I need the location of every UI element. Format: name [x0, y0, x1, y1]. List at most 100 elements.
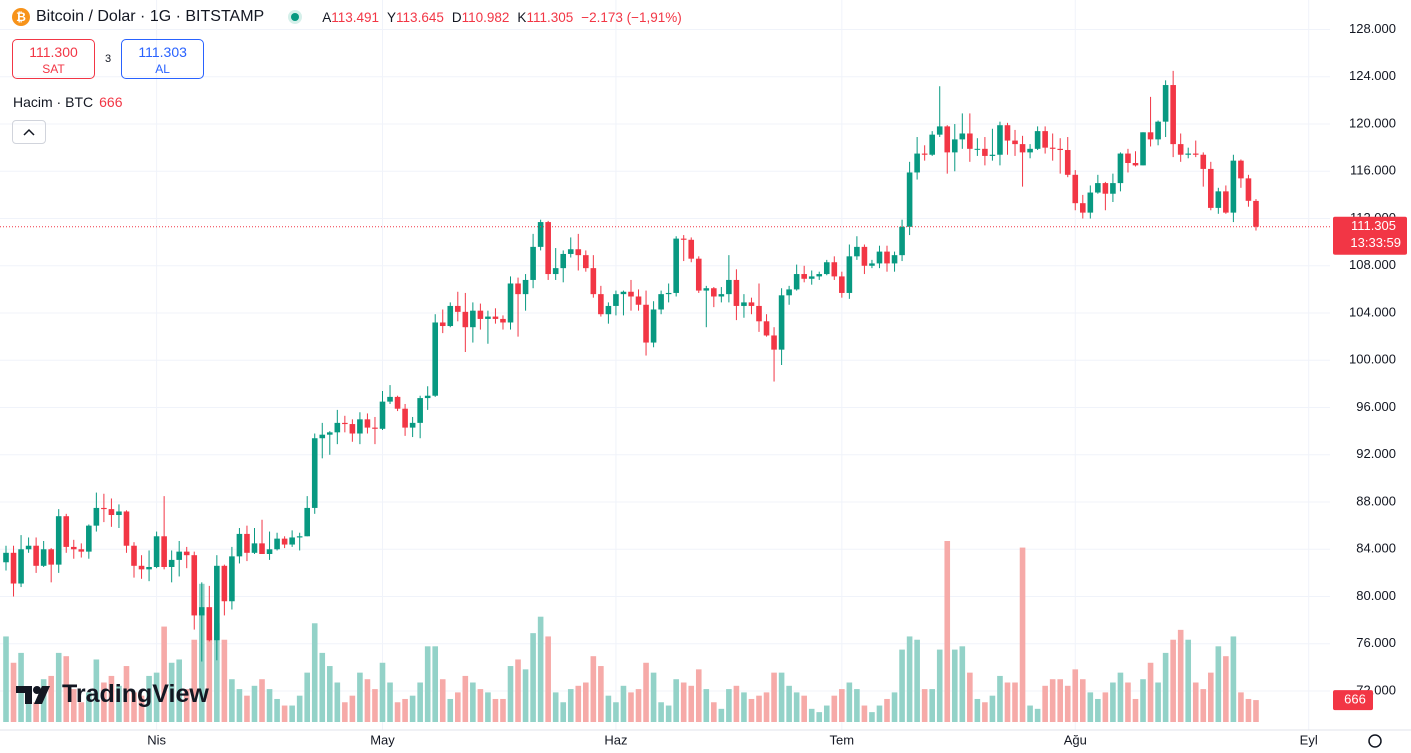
volume-bar	[10, 662, 17, 722]
ohlc-item: A113.491	[322, 10, 379, 25]
candle-body	[854, 246, 860, 257]
volume-bar	[86, 692, 92, 722]
candle-body	[1208, 168, 1214, 208]
candle-body	[153, 536, 160, 567]
volume-label-box	[1333, 690, 1373, 711]
candle-body	[816, 274, 823, 277]
candle-body	[364, 419, 371, 428]
volume-bar	[763, 692, 770, 722]
volume-bar	[974, 698, 981, 722]
volume-bar	[319, 652, 326, 722]
candle-body	[319, 434, 326, 439]
volume-bar	[914, 639, 920, 722]
candle-body	[447, 305, 454, 327]
candle-body	[695, 258, 702, 291]
collapse-button[interactable]	[12, 120, 46, 144]
volume-bar	[439, 679, 446, 722]
candle-body	[372, 427, 378, 429]
y-tick-label: 108.000	[1349, 257, 1396, 272]
candle-body	[650, 309, 657, 343]
volume-bar	[1208, 672, 1214, 722]
candle-body	[477, 310, 484, 319]
candle-body	[1125, 153, 1131, 164]
volume-bar	[673, 679, 679, 722]
volume-bar	[387, 682, 393, 722]
candle-body	[869, 263, 875, 266]
candle-body	[929, 134, 935, 155]
candle-body	[311, 438, 318, 508]
buy-button[interactable]: 111.303 AL	[121, 39, 205, 79]
volume-bar	[168, 662, 175, 722]
candle-body	[778, 295, 785, 350]
candle-body	[379, 401, 386, 429]
candle-body	[18, 549, 24, 584]
volume-bar	[70, 689, 77, 722]
volume-bar	[409, 695, 416, 722]
volume-bar	[304, 672, 310, 722]
candle-body	[161, 536, 167, 567]
volume-bar	[560, 702, 567, 722]
candle-body	[801, 274, 807, 279]
change: −2.173 (−1,91%)	[581, 9, 682, 25]
candle-body	[402, 408, 408, 428]
volume-bar	[982, 702, 988, 722]
candle-body	[78, 549, 85, 552]
volume-bar	[522, 669, 529, 722]
candle-body	[763, 321, 770, 336]
candle-body	[116, 511, 122, 516]
volume-bar	[417, 682, 423, 722]
volume-bar	[289, 705, 295, 722]
candle-body	[10, 552, 17, 584]
sell-button[interactable]: 111.300 SAT	[12, 39, 95, 79]
volume-bar	[3, 636, 9, 722]
volume-bar	[680, 682, 687, 722]
candle-body	[1117, 153, 1124, 184]
candle-body	[387, 396, 393, 402]
ohlc-value: 111.305	[526, 9, 574, 25]
candle-body	[1238, 160, 1244, 179]
ohlc-value: 113.645	[396, 9, 444, 25]
candle-body	[1072, 174, 1079, 204]
volume-bar	[131, 692, 137, 722]
candle-body	[334, 422, 341, 433]
volume-bar	[447, 698, 454, 722]
volume-bar	[658, 702, 664, 722]
candle-body	[1087, 192, 1094, 213]
candle-body	[1245, 178, 1252, 201]
x-tick-label: Nis	[147, 732, 166, 747]
volume-bar	[1057, 679, 1063, 722]
candle-body	[808, 276, 815, 279]
candle-body	[1185, 153, 1192, 155]
candle-body	[131, 545, 137, 566]
volume-bar	[552, 692, 559, 722]
volume-label: 666	[1344, 692, 1366, 707]
volume-bar	[1087, 692, 1094, 722]
candle-body	[455, 305, 461, 312]
volume-bar	[929, 689, 935, 722]
y-tick-label: 128.000	[1349, 21, 1396, 36]
candle-body	[266, 549, 273, 554]
candle-body	[492, 316, 499, 319]
candle-body	[485, 316, 491, 319]
candle-body	[914, 153, 920, 173]
volume-bar	[1140, 679, 1146, 722]
candle-body	[251, 543, 258, 553]
candle-body	[583, 255, 589, 269]
volume-bar	[899, 649, 905, 722]
volume-bar	[801, 695, 807, 722]
ohlc-item: K111.305	[517, 10, 573, 25]
candle-body	[967, 133, 973, 149]
candle-body	[1132, 163, 1139, 166]
volume-bar	[311, 623, 318, 722]
candle-body	[1162, 85, 1169, 122]
volume-bar	[1049, 679, 1056, 722]
countdown: 13:33:59	[1350, 235, 1401, 250]
volume-bar	[1064, 685, 1071, 722]
price-label: 111.305	[1351, 218, 1396, 233]
sell-price: 111.300	[29, 44, 78, 60]
symbol-title[interactable]: Bitcoin / Dolar · 1G · BITSTAMP	[36, 8, 265, 25]
volume-bar	[266, 689, 273, 722]
coin-icon: ₿	[12, 8, 30, 26]
y-tick-label: 96.000	[1356, 399, 1396, 414]
